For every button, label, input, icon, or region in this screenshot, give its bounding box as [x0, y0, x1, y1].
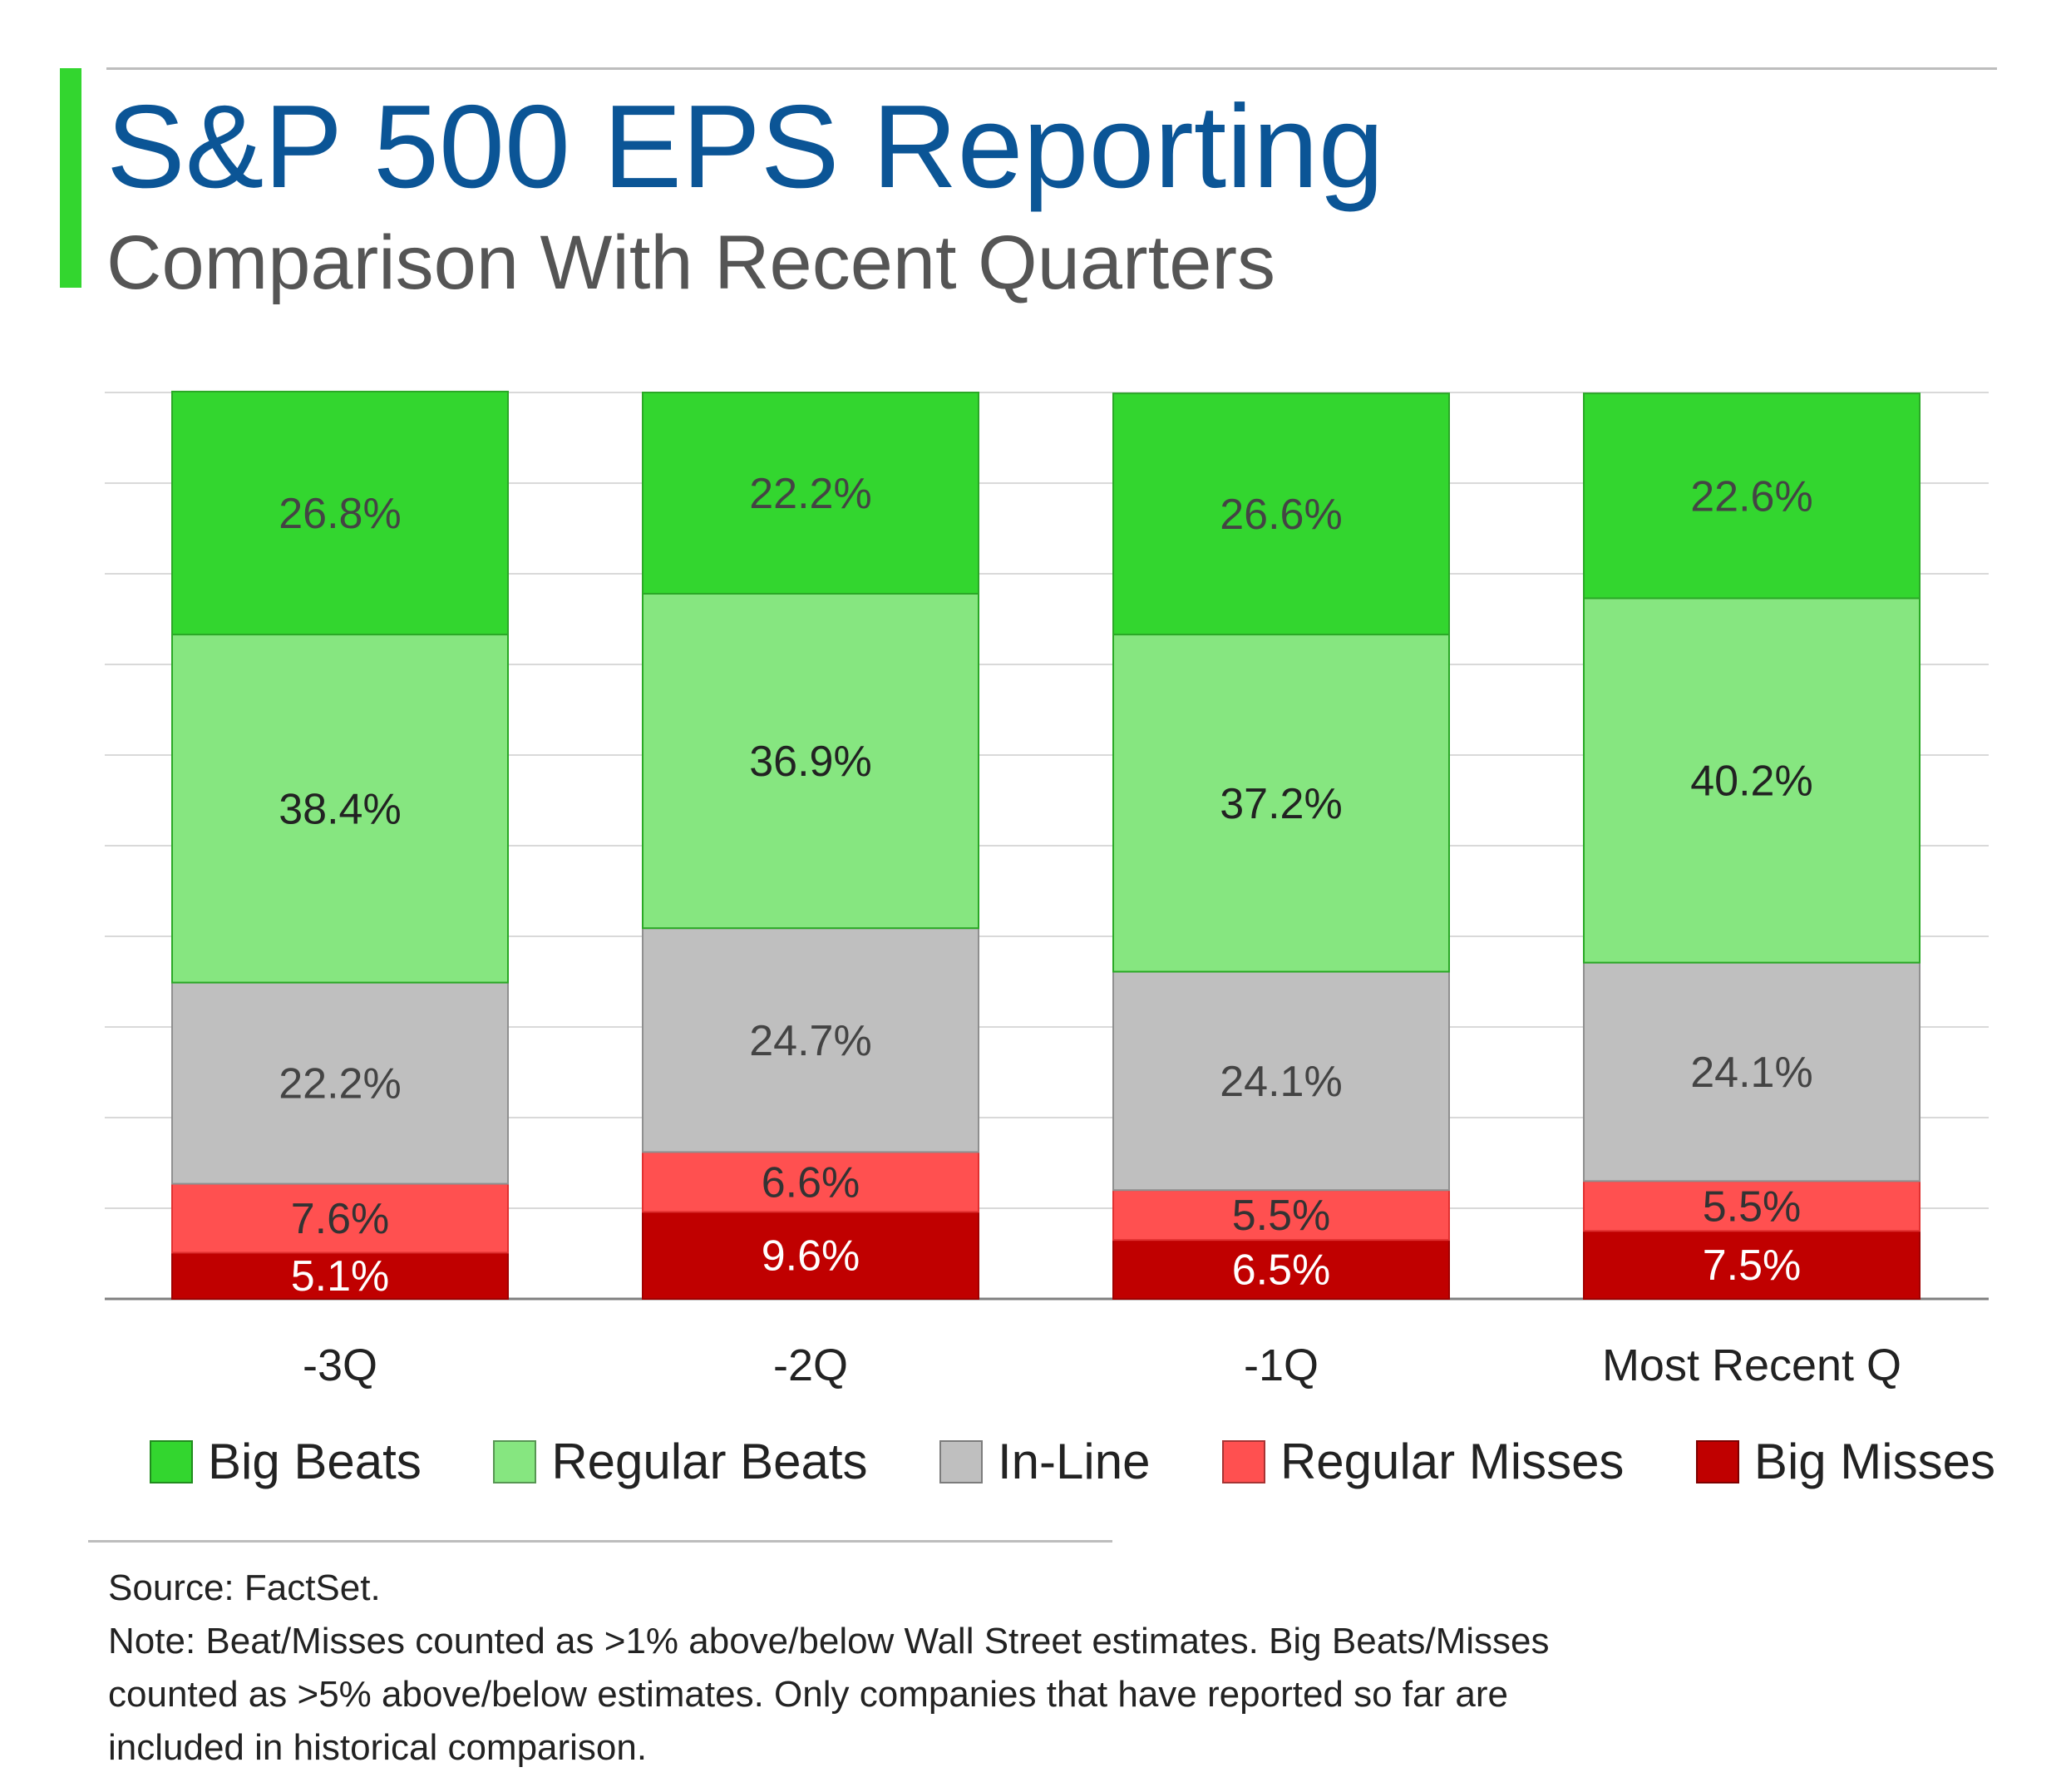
- legend-label: Regular Misses: [1280, 1434, 1625, 1489]
- legend-item: Big Beats: [150, 1433, 422, 1491]
- data-label: 5.5%: [1232, 1192, 1331, 1240]
- data-label: 7.5%: [1703, 1242, 1802, 1290]
- top-rule: [106, 67, 1997, 70]
- data-label: 7.6%: [291, 1195, 390, 1243]
- legend-swatch: [939, 1440, 984, 1483]
- x-tick-label: -2Q: [773, 1340, 848, 1390]
- legend-swatch: [1695, 1440, 1739, 1483]
- data-label: 26.8%: [279, 490, 401, 538]
- legend-label: Big Misses: [1753, 1434, 1995, 1489]
- bar-segment-regular-misses: [1112, 1189, 1450, 1242]
- bar-segment-regular-beats: [642, 592, 979, 930]
- chart-title: S&P 500 EPS Reporting: [106, 81, 1384, 213]
- legend-item: In-Line: [939, 1433, 1150, 1491]
- bar-segment-regular-beats: [1112, 634, 1450, 973]
- data-label: 36.9%: [749, 738, 871, 786]
- data-label: 22.2%: [749, 470, 871, 518]
- source-text: Source: FactSet.: [108, 1567, 381, 1608]
- x-tick-label: -1Q: [1244, 1340, 1319, 1390]
- data-label: 24.1%: [1220, 1058, 1342, 1106]
- x-tick-label: -3Q: [303, 1340, 377, 1390]
- legend-label: Regular Beats: [551, 1434, 868, 1489]
- data-label: 26.6%: [1220, 491, 1342, 539]
- source-divider: [88, 1540, 1112, 1543]
- x-tick-label: Most Recent Q: [1602, 1340, 1901, 1390]
- legend-item: Regular Misses: [1221, 1433, 1625, 1491]
- legend-swatch: [1221, 1440, 1265, 1483]
- data-label: 6.6%: [762, 1158, 860, 1207]
- data-label: 5.5%: [1703, 1182, 1802, 1231]
- bar-segment-regular-misses: [642, 1151, 979, 1213]
- bar-segment-regular-beats: [171, 634, 509, 984]
- legend-label: In-Line: [998, 1434, 1151, 1489]
- bar-segment-in-line: [1583, 961, 1921, 1182]
- bar-segment-regular-beats: [1583, 597, 1921, 964]
- data-label: 22.6%: [1690, 472, 1812, 521]
- bar-segment-big-beats: [1583, 392, 1921, 600]
- data-label: 37.2%: [1220, 780, 1342, 828]
- note-line-3: included in historical comparison.: [108, 1727, 648, 1768]
- note-line-2: counted as >5% above/below estimates. On…: [108, 1674, 1508, 1715]
- legend-label: Big Beats: [208, 1434, 422, 1489]
- bar-segment-regular-misses: [171, 1182, 509, 1254]
- data-label: 22.2%: [279, 1060, 401, 1108]
- data-label: 40.2%: [1690, 758, 1812, 806]
- note-line-1: Note: Beat/Misses counted as >1% above/b…: [108, 1621, 1550, 1661]
- bar-segment-big-misses: [171, 1251, 509, 1301]
- bar-segment-big-beats: [171, 390, 509, 636]
- data-label: 9.6%: [762, 1232, 860, 1281]
- legend-item: Regular Beats: [493, 1433, 868, 1491]
- bar-segment-in-line: [171, 981, 509, 1185]
- bar-segment-big-misses: [1583, 1230, 1921, 1300]
- legend-swatch: [150, 1440, 193, 1483]
- data-label: 24.7%: [749, 1017, 871, 1065]
- data-label: 38.4%: [279, 785, 401, 833]
- chart-legend: Big Beats Regular Beats In-Line Regular Mis…: [150, 1429, 1995, 1495]
- accent-bar: [60, 68, 81, 288]
- bar-segment-big-beats: [642, 392, 979, 595]
- bar-segment-big-misses: [1112, 1239, 1450, 1301]
- legend-item: Big Misses: [1695, 1433, 1995, 1491]
- data-label: 6.5%: [1232, 1247, 1331, 1295]
- bar-segment-big-beats: [1112, 392, 1450, 636]
- data-label: 5.1%: [291, 1252, 390, 1301]
- bar-segment-in-line: [642, 927, 979, 1153]
- data-label: 24.1%: [1690, 1049, 1812, 1097]
- chart-subtitle: Comparison With Recent Quarters: [106, 220, 1276, 305]
- bar-segment-in-line: [1112, 970, 1450, 1192]
- legend-swatch: [493, 1440, 537, 1483]
- footer-notes: Source: FactSet. Note: Beat/Misses count…: [108, 1562, 1937, 1775]
